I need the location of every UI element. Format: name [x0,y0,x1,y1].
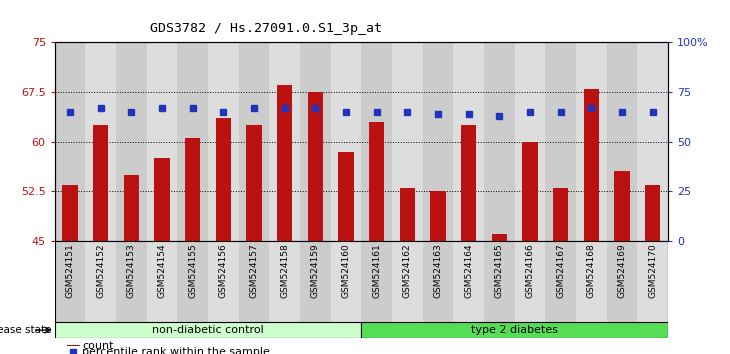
Bar [431,191,445,241]
Bar [361,322,668,338]
Bar [93,125,108,241]
Bar [277,85,292,241]
Text: GSM524170: GSM524170 [648,243,657,298]
Bar [392,241,423,322]
Text: type 2 diabetes: type 2 diabetes [471,325,558,335]
Bar [545,241,576,322]
Text: GSM524151: GSM524151 [66,243,74,298]
Bar [331,241,361,322]
Bar [177,42,208,241]
Text: non-diabetic control: non-diabetic control [152,325,264,335]
Bar [62,184,78,241]
Text: GSM524152: GSM524152 [96,243,105,298]
Bar [553,188,569,241]
Text: GSM524163: GSM524163 [434,243,442,298]
Bar [147,241,177,322]
Bar [607,241,637,322]
Bar [239,42,269,241]
Bar [208,241,239,322]
Text: GSM524169: GSM524169 [618,243,626,298]
Bar [116,241,147,322]
Text: GSM524153: GSM524153 [127,243,136,298]
Text: GSM524168: GSM524168 [587,243,596,298]
Text: disease state: disease state [0,325,51,335]
Text: GSM524162: GSM524162 [403,243,412,298]
Bar [392,42,423,241]
Bar [247,125,261,241]
Bar [55,322,361,338]
Text: GSM524155: GSM524155 [188,243,197,298]
Text: GSM524159: GSM524159 [311,243,320,298]
Bar [423,42,453,241]
Bar [308,92,323,241]
Bar [300,241,331,322]
Bar [515,42,545,241]
Text: percentile rank within the sample: percentile rank within the sample [82,347,270,354]
Bar [461,125,476,241]
Text: GSM524167: GSM524167 [556,243,565,298]
Text: count: count [82,341,114,350]
Bar [208,42,239,241]
Bar [85,241,116,322]
Bar [637,42,668,241]
Bar [400,188,415,241]
Text: GSM524161: GSM524161 [372,243,381,298]
Bar [637,241,668,322]
Bar [576,241,607,322]
Bar [147,42,177,241]
Bar [607,42,637,241]
Bar [453,42,484,241]
Bar [55,241,85,322]
Text: GSM524164: GSM524164 [464,243,473,298]
Bar [331,42,361,241]
Bar [300,42,331,241]
Bar [155,158,170,241]
Bar [361,42,392,241]
Bar [361,241,392,322]
Bar [269,42,300,241]
Text: GSM524154: GSM524154 [158,243,166,298]
Bar [492,234,507,241]
Bar [85,42,116,241]
Bar [177,241,208,322]
Text: GSM524165: GSM524165 [495,243,504,298]
Bar [515,241,545,322]
Bar [269,241,300,322]
Bar [216,119,231,241]
Bar [185,138,200,241]
Bar [67,345,80,346]
Bar [484,42,515,241]
Bar [523,142,538,241]
Bar [453,241,484,322]
Bar [576,42,607,241]
Text: GDS3782 / Hs.27091.0.S1_3p_at: GDS3782 / Hs.27091.0.S1_3p_at [150,22,382,35]
Bar [116,42,147,241]
Bar [545,42,576,241]
Text: GSM524156: GSM524156 [219,243,228,298]
Bar [584,89,599,241]
Bar [369,122,385,241]
Bar [423,241,453,322]
Text: GSM524157: GSM524157 [250,243,258,298]
Text: GSM524158: GSM524158 [280,243,289,298]
Text: GSM524160: GSM524160 [342,243,350,298]
Bar [239,241,269,322]
Text: GSM524166: GSM524166 [526,243,534,298]
Bar [124,175,139,241]
Bar [484,241,515,322]
Bar [615,171,630,241]
Bar [339,152,353,241]
Bar [55,42,85,241]
Bar [645,184,661,241]
